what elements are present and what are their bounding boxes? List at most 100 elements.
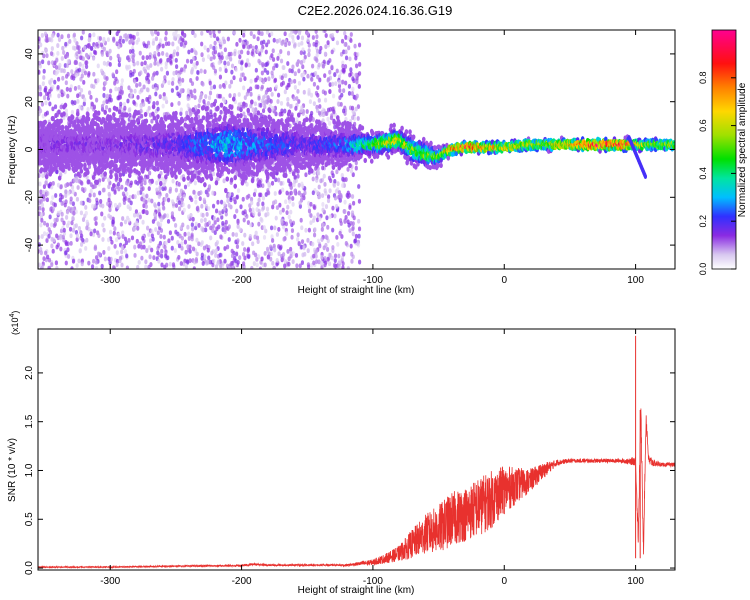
spectrogram-cell <box>227 265 231 269</box>
spectrogram-cell <box>312 232 317 238</box>
spectrogram-cell <box>75 196 80 202</box>
spectrogram-cell <box>315 58 319 63</box>
spectrogram-cell <box>165 193 169 198</box>
spectrogram-cell <box>79 242 84 247</box>
spectrogram-cell <box>61 75 65 81</box>
spectrogram-cell <box>59 246 63 252</box>
spectrogram-cell <box>187 182 191 187</box>
spectrogram-cell <box>190 93 194 99</box>
spectrogram-cell <box>192 173 197 179</box>
spectrogram-cell <box>175 64 179 70</box>
spectrogram-cell <box>241 210 245 216</box>
spectrogram-cell <box>243 255 247 261</box>
spectrogram-cell <box>330 113 334 118</box>
spectrogram-cell <box>51 206 55 212</box>
spectrogram-cell <box>206 247 210 253</box>
spectrogram-cell <box>295 263 299 269</box>
spectrogram-cell <box>307 227 311 233</box>
spectrogram-cell <box>353 238 358 243</box>
spectrogram-cell <box>103 215 107 221</box>
spectrogram-cell <box>273 225 277 231</box>
spectrogram-cell <box>76 98 80 104</box>
spectrogram-cell <box>224 80 228 86</box>
spectrogram-cell <box>230 69 234 75</box>
spectrogram-cell <box>115 31 119 37</box>
spectrogram-cell <box>102 86 106 91</box>
spectrogram-cell <box>341 261 345 267</box>
spectrogram-cell <box>349 67 353 73</box>
spectrogram-cell <box>261 195 266 201</box>
spectrogram-cell <box>167 41 171 47</box>
spectrogram-cell <box>118 39 122 44</box>
spectrogram-cell <box>95 200 99 206</box>
spectrogram-cell <box>66 33 71 39</box>
spectrogram-cell <box>245 40 249 46</box>
spectrogram-cell <box>253 101 258 107</box>
spectrogram-cell <box>165 262 169 268</box>
spectrogram-cell <box>119 221 123 227</box>
spectrogram-cell <box>201 227 205 233</box>
spectrogram-cell <box>257 58 261 64</box>
spectrogram-cell <box>309 220 313 226</box>
spectrogram-cell <box>294 30 298 35</box>
spectrogram-cell <box>208 80 212 86</box>
spectrogram-cell <box>171 41 175 47</box>
spectrogram-cell <box>279 180 283 186</box>
spectrogram-cell <box>56 50 60 56</box>
spectrogram-cell <box>296 35 300 40</box>
spectrogram-cell <box>259 192 263 198</box>
spectrogram-cell <box>269 251 273 257</box>
spectrogram-cell <box>44 91 49 97</box>
spectrogram-cell <box>183 231 187 237</box>
spectrogram-cell <box>127 108 131 113</box>
spectrogram-cell <box>124 240 129 246</box>
spectrogram-cell <box>137 170 141 177</box>
spectrogram-cell <box>318 77 322 83</box>
spectrogram-cell <box>174 30 178 34</box>
spectrogram-cell <box>270 53 274 58</box>
spectrogram-cell <box>291 34 295 40</box>
spectrogram-cell <box>120 90 124 96</box>
spectrogram-cell <box>216 217 220 223</box>
spectrogram-cell <box>54 193 58 198</box>
spectrogram-cell <box>179 88 184 93</box>
spectrogram-cell <box>188 108 192 114</box>
spectrogram-cell <box>168 261 172 267</box>
spectrogram-cell <box>300 40 304 46</box>
spectrogram-cell <box>68 87 72 93</box>
spectrogram-cell <box>145 75 149 81</box>
spectrogram-cell <box>92 258 96 264</box>
spectrogram-cell <box>82 101 86 107</box>
spectrogram-cell <box>111 219 115 225</box>
spectrogram-cell <box>194 258 199 264</box>
spectrogram-cell <box>299 50 303 56</box>
spectrogram-cell <box>88 90 92 96</box>
spectrogram-cell <box>335 169 339 175</box>
spectrogram-cell <box>109 173 113 180</box>
spectrogram-cell <box>297 99 301 104</box>
spectrogram-cell <box>170 211 175 217</box>
spectrogram-cell <box>334 203 339 209</box>
spectrogram-cell <box>354 72 358 78</box>
spectrogram-cell <box>284 199 288 205</box>
spectrogram-cell <box>331 227 335 233</box>
spectrogram-cell <box>270 91 274 97</box>
spectrogram-cell <box>232 75 236 81</box>
spectrogram-cell <box>75 233 80 239</box>
spectrogram-cell <box>325 111 329 117</box>
spectrogram-cell <box>104 104 109 110</box>
spectrogram-cell <box>177 34 181 39</box>
spectrogram-cell <box>67 165 71 171</box>
spectrogram-cell <box>60 34 64 40</box>
spectrogram-cell <box>208 90 213 96</box>
spectrogram-cell <box>236 238 240 244</box>
spectrogram-cell <box>142 244 146 250</box>
spectrogram-cell <box>311 190 315 196</box>
spectrogram-cell <box>272 37 276 43</box>
spectrogram-cell <box>73 86 78 91</box>
spectrogram-cell <box>227 224 231 230</box>
spectrogram-cell <box>262 225 266 230</box>
spectrogram-cell <box>223 47 227 53</box>
spectrogram-cell <box>42 256 46 261</box>
